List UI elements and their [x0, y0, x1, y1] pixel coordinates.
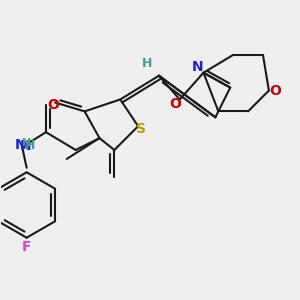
Text: H: H: [22, 138, 31, 148]
Text: O: O: [169, 97, 181, 111]
Text: S: S: [136, 122, 146, 136]
Text: O: O: [47, 98, 59, 112]
Text: H: H: [24, 139, 35, 152]
Text: F: F: [22, 240, 32, 254]
Text: N: N: [15, 138, 26, 152]
Text: O: O: [269, 84, 281, 98]
Text: H: H: [142, 57, 152, 70]
Text: N: N: [20, 139, 31, 152]
Text: N: N: [192, 60, 203, 74]
